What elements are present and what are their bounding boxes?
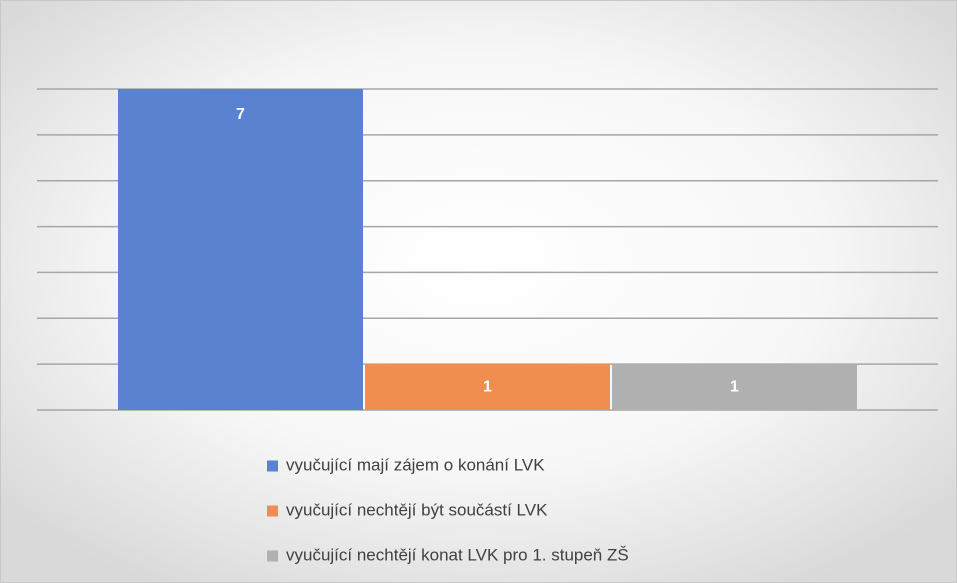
legend-label: vyučující mají zájem o konání LVK	[286, 455, 545, 474]
legend-swatch	[267, 550, 278, 562]
legend-label: vyučující nechtějí být součástí LVK	[286, 500, 548, 519]
legend-swatch	[267, 460, 278, 472]
bar	[612, 364, 857, 410]
legend-swatch	[267, 505, 278, 517]
data-label: 1	[730, 378, 739, 395]
bar	[365, 364, 610, 410]
data-label: 7	[236, 106, 245, 123]
legend-label: vyučující nechtějí konat LVK pro 1. stup…	[286, 545, 629, 564]
data-label: 1	[483, 378, 492, 395]
bar	[118, 89, 363, 410]
